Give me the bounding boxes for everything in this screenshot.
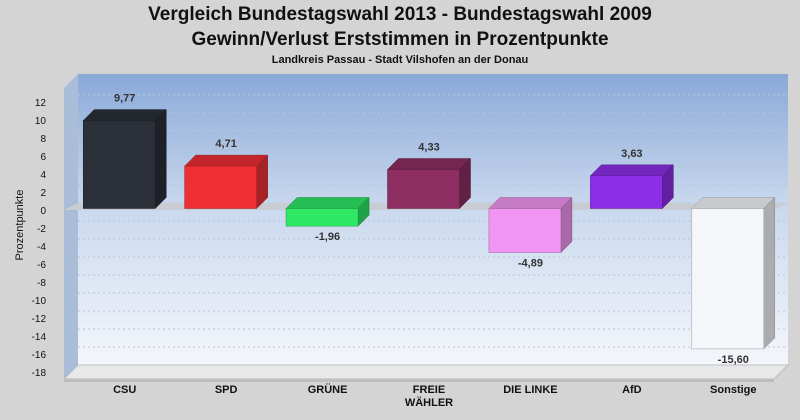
x-tick-label: Sonstige xyxy=(710,384,756,396)
bar-side xyxy=(154,108,167,210)
bar xyxy=(488,208,562,253)
grid-line-side xyxy=(63,292,79,308)
y-tick-label: -6 xyxy=(37,260,46,271)
data-label: 3,63 xyxy=(621,148,642,160)
grid-line-side xyxy=(63,184,79,200)
data-label: -15,60 xyxy=(718,354,749,366)
data-label: 9,77 xyxy=(114,93,135,105)
grid-line-side xyxy=(63,346,79,362)
y-tick-label: -4 xyxy=(37,242,46,253)
bar xyxy=(285,208,359,227)
x-tick-label: FREIE xyxy=(413,384,445,396)
bar-top xyxy=(184,154,269,167)
y-tick-label: 10 xyxy=(35,116,47,127)
y-tick-label: -18 xyxy=(32,368,47,379)
y-tick-label: -12 xyxy=(32,314,47,325)
y-tick-label: 2 xyxy=(40,188,46,199)
bar-side xyxy=(763,196,776,350)
x-tick-label: DIE LINKE xyxy=(503,384,557,396)
grid-line-side xyxy=(63,256,79,272)
chart-title-line2: Gewinn/Verlust Erststimmen in Prozentpun… xyxy=(191,29,609,50)
bar-top xyxy=(589,164,674,177)
bar-top xyxy=(691,197,776,209)
y-tick-label: -14 xyxy=(32,332,47,343)
y-tick-label: -8 xyxy=(37,278,46,289)
grid-line-side xyxy=(63,148,79,164)
grid-line-side xyxy=(63,274,79,290)
y-tick-label: 8 xyxy=(40,134,46,145)
grid-line-side xyxy=(63,238,79,254)
chart-title-line1: Vergleich Bundestagswahl 2013 - Bundesta… xyxy=(148,4,652,25)
grid-line-side xyxy=(63,364,79,380)
data-label: 4,71 xyxy=(215,138,236,150)
y-tick-label: 12 xyxy=(35,98,47,109)
bar xyxy=(82,120,156,209)
bar-top xyxy=(285,197,370,209)
bar xyxy=(691,208,765,350)
plot-back-wall xyxy=(78,74,788,365)
bar-top xyxy=(488,197,573,209)
x-tick-label: GRÜNE xyxy=(308,383,348,396)
grid-line-side xyxy=(63,220,79,236)
plot-side-wall xyxy=(64,74,78,379)
grid-line-side xyxy=(63,112,79,128)
y-tick-label: -10 xyxy=(32,296,47,307)
x-tick-label: AfD xyxy=(622,384,642,396)
data-label: -1,96 xyxy=(315,231,340,243)
y-tick-label: 6 xyxy=(40,152,46,163)
y-tick-label: 4 xyxy=(40,170,46,181)
y-tick-label: -16 xyxy=(32,350,47,361)
data-label: -4,89 xyxy=(518,258,543,270)
chart-subtitle: Landkreis Passau - Stadt Vilshofen an de… xyxy=(271,54,529,66)
plot-floor xyxy=(62,364,790,380)
plot-floor-edge xyxy=(64,379,774,382)
data-label: 4,33 xyxy=(418,142,439,154)
x-tick-label: WÄHLER xyxy=(405,396,453,409)
grid-line-side xyxy=(63,328,79,344)
bar xyxy=(184,165,257,209)
grid-line-side xyxy=(63,130,79,146)
bar xyxy=(590,175,663,209)
x-tick-label: SPD xyxy=(215,384,238,396)
y-tick-label: 0 xyxy=(40,206,46,217)
bar xyxy=(387,169,460,209)
bar-top xyxy=(82,109,167,121)
x-tick-label: CSU xyxy=(113,384,136,396)
y-tick-label: -2 xyxy=(37,224,46,235)
bar-top xyxy=(386,158,472,170)
grid-line-side xyxy=(63,94,79,110)
grid-line-side xyxy=(63,166,79,182)
grid-line-side xyxy=(63,310,79,326)
